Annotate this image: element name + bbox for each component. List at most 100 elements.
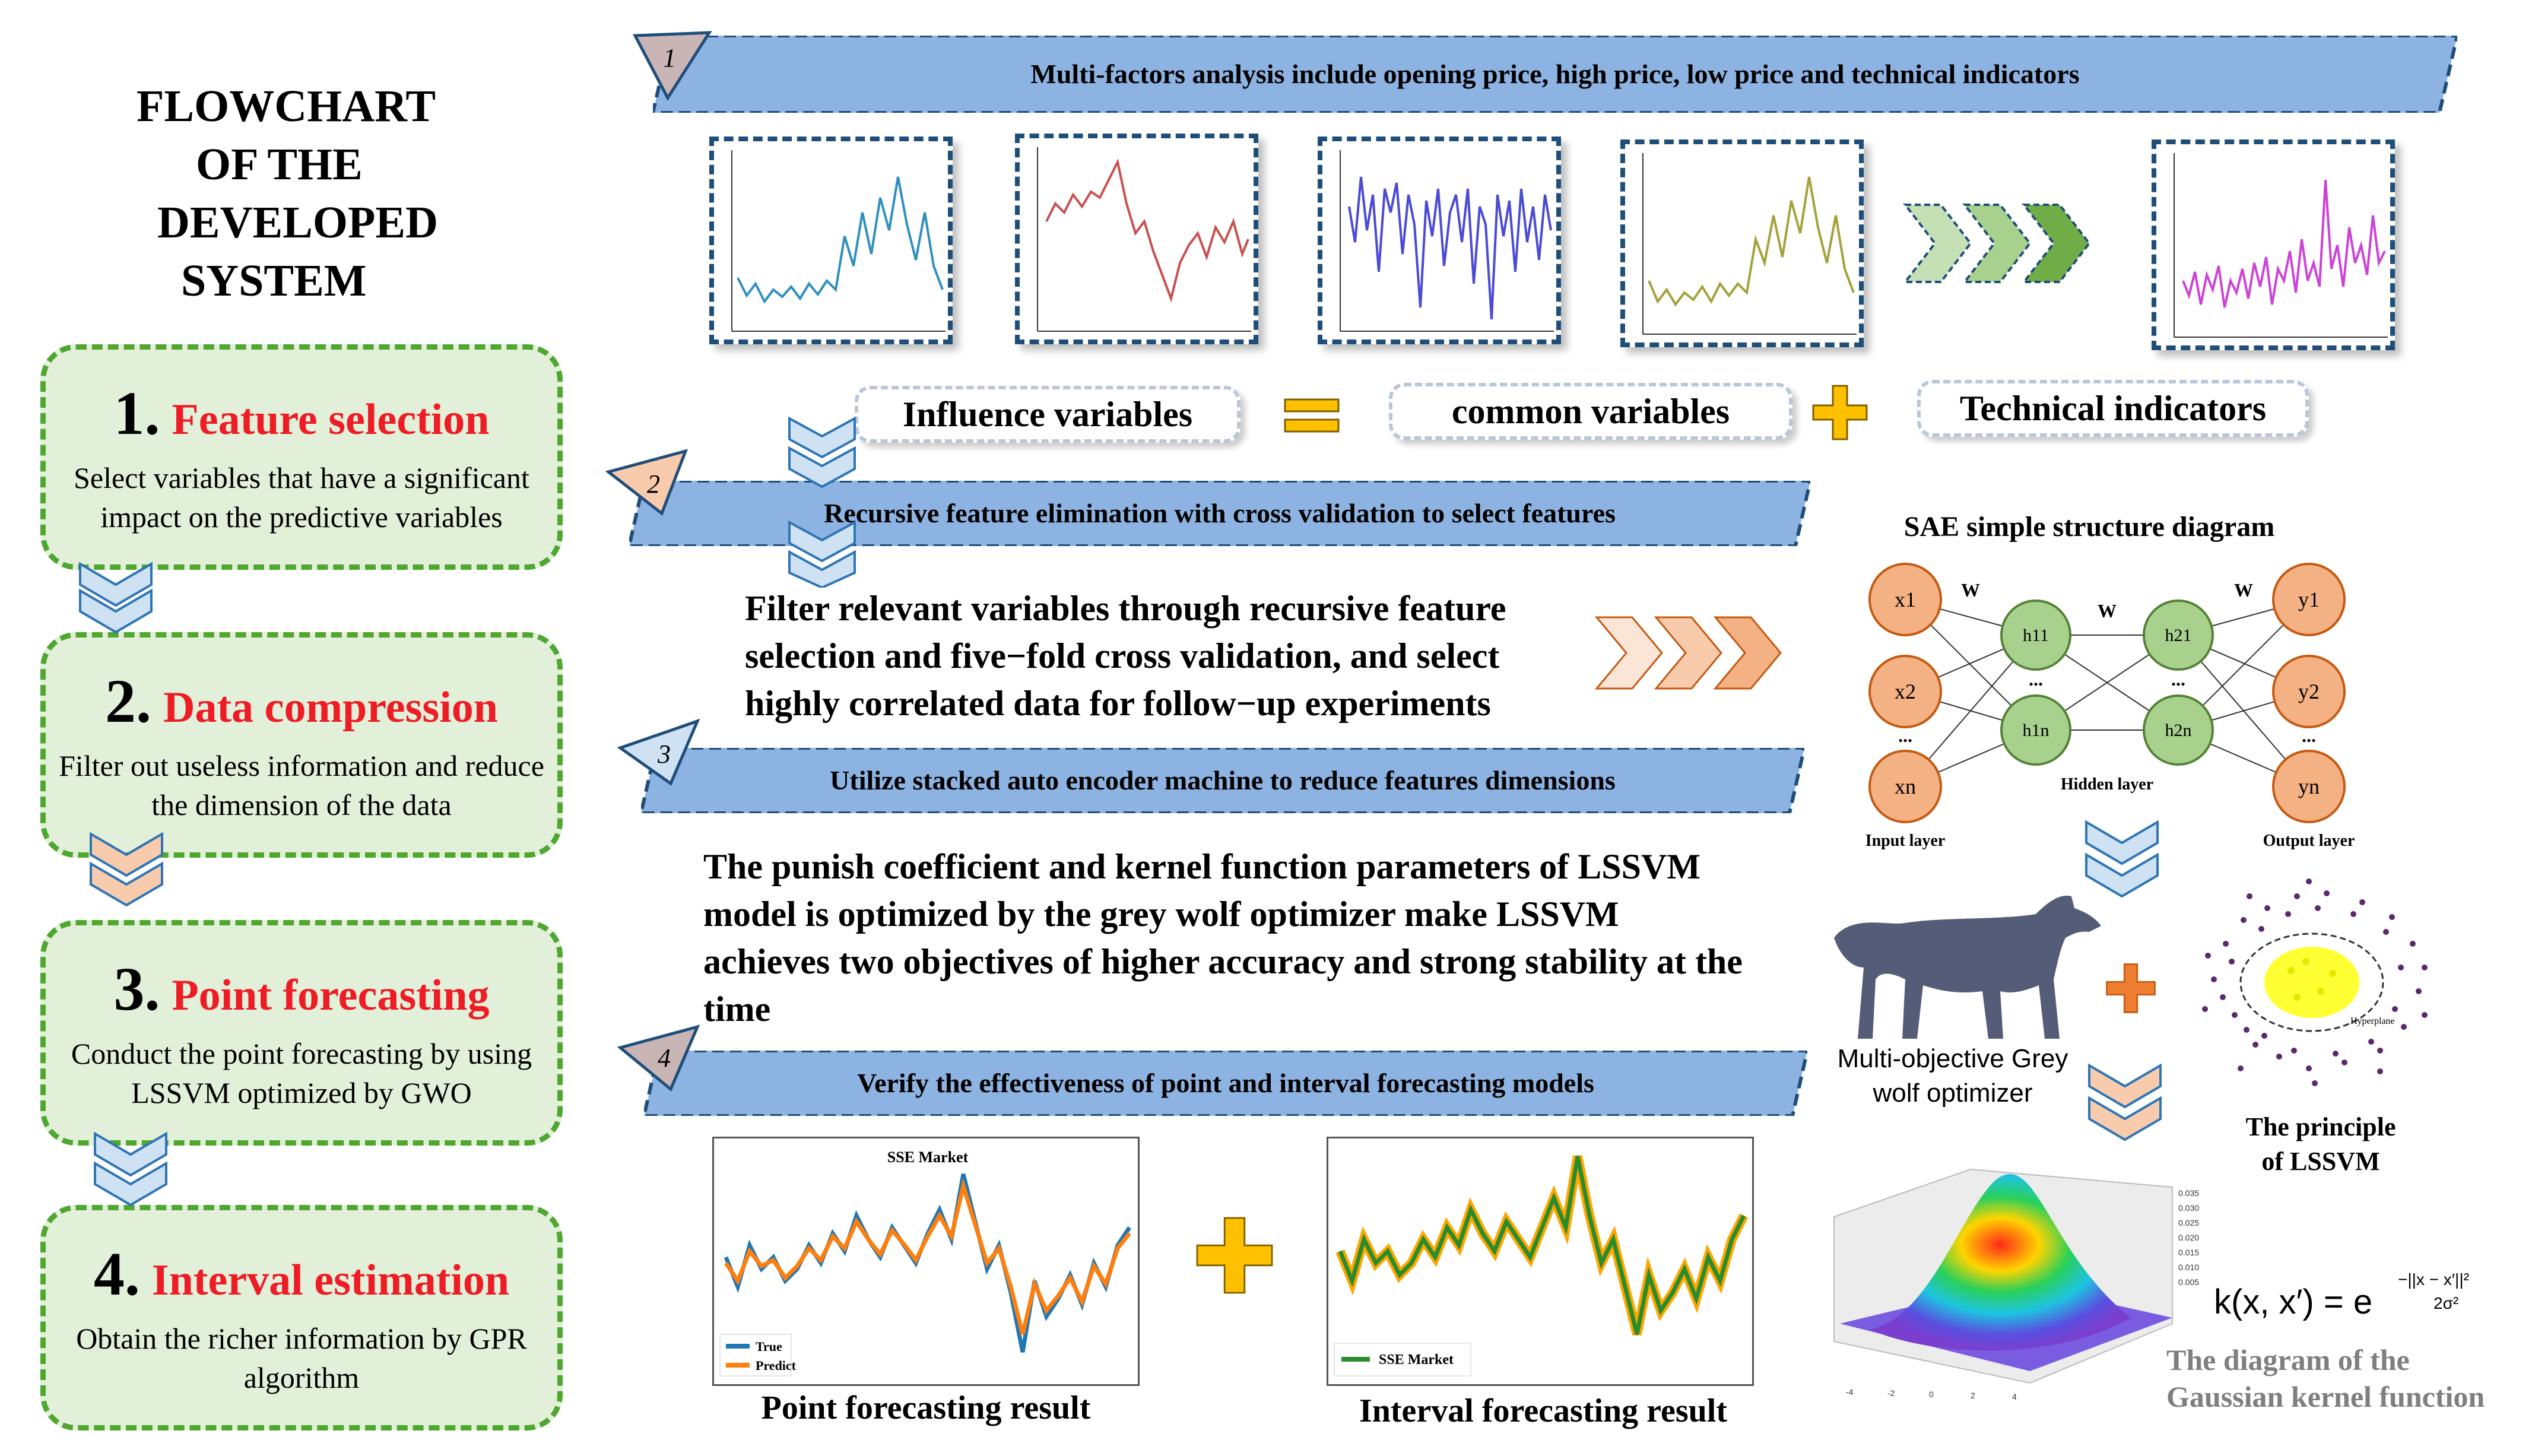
chevron-right-icon bbox=[1902, 204, 2091, 283]
banner-text: Verify the effectiveness of point and in… bbox=[857, 1068, 1594, 1098]
step-point-forecasting: 3. Point forecasting Conduct the point fo… bbox=[40, 920, 563, 1146]
lssvm-principle-label: The principle of LSSVM bbox=[2245, 1112, 2396, 1176]
banner-text: Multi-factors analysis include opening p… bbox=[1030, 59, 2080, 89]
sae-title: SAE simple structure diagram bbox=[1903, 511, 2275, 543]
banner-text: Recursive feature elimination with cross… bbox=[824, 498, 1616, 528]
step-marker-3: 3 bbox=[617, 718, 700, 789]
step-interval-estimation: 4. Interval estimation Obtain the richer … bbox=[40, 1205, 563, 1430]
legend-label: SSE Market bbox=[1379, 1352, 1454, 1368]
interval-chart-caption: Interval forecasting result bbox=[1359, 1392, 1728, 1429]
sae-node-label: y1 bbox=[2298, 588, 2320, 611]
sae-input-node bbox=[1868, 655, 1942, 728]
kernel-xtick: 4 bbox=[2012, 1392, 2017, 1401]
banner-2: Recursive feature elimination with cross… bbox=[629, 481, 1810, 546]
step-marker-number: 4 bbox=[658, 1043, 671, 1073]
step-description: Conduct the point forecasting by using L… bbox=[71, 1037, 532, 1109]
chevron-down-icon bbox=[2088, 1063, 2162, 1141]
common-variables-box: common variables bbox=[1389, 383, 1792, 440]
plus-icon bbox=[1196, 1217, 1273, 1294]
banner-4: Verify the effectiveness of point and in… bbox=[644, 1051, 1807, 1116]
sae-node-label: yn bbox=[2298, 775, 2320, 798]
sae-node-label: x1 bbox=[1895, 588, 1916, 611]
title-line: FLOWCHART bbox=[137, 81, 436, 131]
series-panel-1 bbox=[709, 137, 953, 344]
equals-icon bbox=[1284, 398, 1340, 433]
sae-node-label: h11 bbox=[2023, 626, 2049, 645]
kernel-ztick: 0.030 bbox=[2178, 1203, 2199, 1213]
sae-hidden-node bbox=[2143, 599, 2214, 671]
step-data-compression: 2. Data compression Filter out useless in… bbox=[40, 632, 563, 858]
chevron-down-icon bbox=[90, 832, 163, 907]
sae-input-node bbox=[1868, 750, 1942, 823]
kernel-ztick: 0.010 bbox=[2178, 1262, 2199, 1272]
sae-dots: ... bbox=[2302, 725, 2316, 746]
banner-1: Multi-factors analysis include opening p… bbox=[653, 36, 2457, 113]
sae-layer-label: Input layer bbox=[1865, 832, 1946, 850]
sae-node-label: y2 bbox=[2298, 680, 2320, 703]
sae-hidden-node bbox=[2000, 599, 2071, 671]
step-description: Select variables that have a significant… bbox=[74, 461, 529, 534]
kernel-ztick: 0.035 bbox=[2178, 1188, 2199, 1198]
kernel-formula-exp-num: −||x − x′||² bbox=[2398, 1270, 2469, 1289]
kernel-formula-exp-den: 2σ² bbox=[2434, 1294, 2459, 1312]
chevron-down-icon bbox=[2085, 820, 2159, 898]
step-name: Data compression bbox=[163, 683, 498, 732]
sae-input-node bbox=[1868, 563, 1942, 636]
hyperplane-label: Hyperplane bbox=[2350, 1016, 2395, 1026]
interval-chart-frame: SSE Market bbox=[1327, 1137, 1754, 1386]
chevron-down-icon bbox=[788, 416, 856, 588]
series-line bbox=[1348, 176, 1552, 320]
kernel-xtick: 0 bbox=[1929, 1390, 1934, 1399]
title-line: OF THE bbox=[196, 139, 363, 189]
step-marker-number: 1 bbox=[663, 43, 676, 72]
series-line bbox=[2182, 179, 2386, 308]
lssvm-description: The punish coefficient and kernel functi… bbox=[703, 847, 1743, 1029]
point-chart-frame: SSE Market True Predict bbox=[712, 1137, 1140, 1386]
plus-icon bbox=[2106, 963, 2156, 1013]
step-name: Point forecasting bbox=[172, 971, 490, 1020]
step-marker-2: 2 bbox=[605, 448, 689, 519]
kernel-ztick: 0.015 bbox=[2178, 1248, 2199, 1257]
kernel-ztick: 0.005 bbox=[2178, 1277, 2199, 1287]
sae-node-label: h1n bbox=[2023, 721, 2049, 740]
kernel-xtick: -4 bbox=[1846, 1387, 1854, 1397]
sae-node-label: x2 bbox=[1895, 680, 1916, 703]
title-line: SYSTEM bbox=[181, 256, 367, 306]
chevron-down-icon bbox=[79, 562, 153, 634]
sae-hidden-node bbox=[2143, 694, 2214, 766]
series-sse bbox=[1338, 1156, 1746, 1335]
series-line bbox=[1648, 176, 1855, 307]
title-line: DEVELOPED bbox=[157, 198, 438, 248]
step-description: Filter out useless information and reduc… bbox=[59, 749, 544, 821]
step-marker-number: 2 bbox=[647, 470, 660, 499]
step-description: Obtain the richer information by GPR alg… bbox=[76, 1322, 527, 1394]
kernel-ztick: 0.025 bbox=[2178, 1218, 2199, 1227]
series-panel-4 bbox=[1620, 139, 1864, 347]
sae-weight-label: W bbox=[2098, 600, 2117, 621]
kernel-xtick: -2 bbox=[1887, 1388, 1895, 1398]
sae-dots: ... bbox=[2171, 668, 2185, 690]
gaussian-kernel-plot: 0.035 0.030 0.025 0.020 0.015 0.010 0.00… bbox=[1833, 1168, 2199, 1401]
legend-label: True bbox=[756, 1339, 782, 1354]
step-number: 2. bbox=[105, 667, 152, 735]
series-line bbox=[737, 176, 944, 304]
step-feature-selection: 1. Feature selection Select variables tha… bbox=[40, 344, 563, 570]
influence-variables-box: Influence variables bbox=[855, 386, 1240, 443]
step-marker-number: 3 bbox=[658, 740, 671, 769]
chevron-down-icon bbox=[94, 1131, 167, 1207]
plus-icon bbox=[1812, 385, 1868, 440]
sae-node-label: h21 bbox=[2165, 626, 2192, 645]
sae-dots: ... bbox=[1898, 725, 1912, 746]
sae-layer-label: Output layer bbox=[2263, 832, 2355, 850]
chart-title: SSE Market bbox=[887, 1149, 969, 1166]
step-number: 3. bbox=[113, 955, 160, 1023]
series-panel-5 bbox=[2152, 139, 2395, 350]
sae-hidden-node bbox=[2000, 694, 2071, 766]
sae-output-node bbox=[2272, 655, 2346, 728]
series-panel-3 bbox=[1318, 137, 1561, 344]
sae-node-label: h2n bbox=[2165, 721, 2192, 740]
step-marker-1: 1 bbox=[632, 30, 715, 101]
technical-indicators-box: Technical indicators bbox=[1917, 380, 2309, 437]
kernel-xtick: 2 bbox=[1971, 1391, 1975, 1400]
banner-text: Utilize stacked auto encoder machine to … bbox=[830, 765, 1616, 795]
